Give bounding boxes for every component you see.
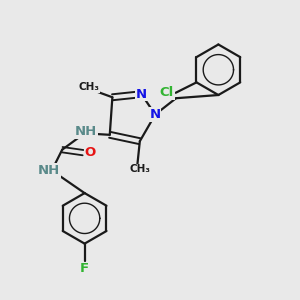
Text: NH: NH — [75, 125, 97, 138]
Text: Cl: Cl — [160, 86, 174, 99]
Text: F: F — [80, 262, 89, 275]
Text: O: O — [85, 146, 96, 159]
Text: N: N — [136, 88, 147, 101]
Text: NH: NH — [38, 164, 60, 177]
Text: CH₃: CH₃ — [130, 164, 151, 174]
Text: CH₃: CH₃ — [78, 82, 99, 92]
Text: N: N — [150, 108, 161, 121]
